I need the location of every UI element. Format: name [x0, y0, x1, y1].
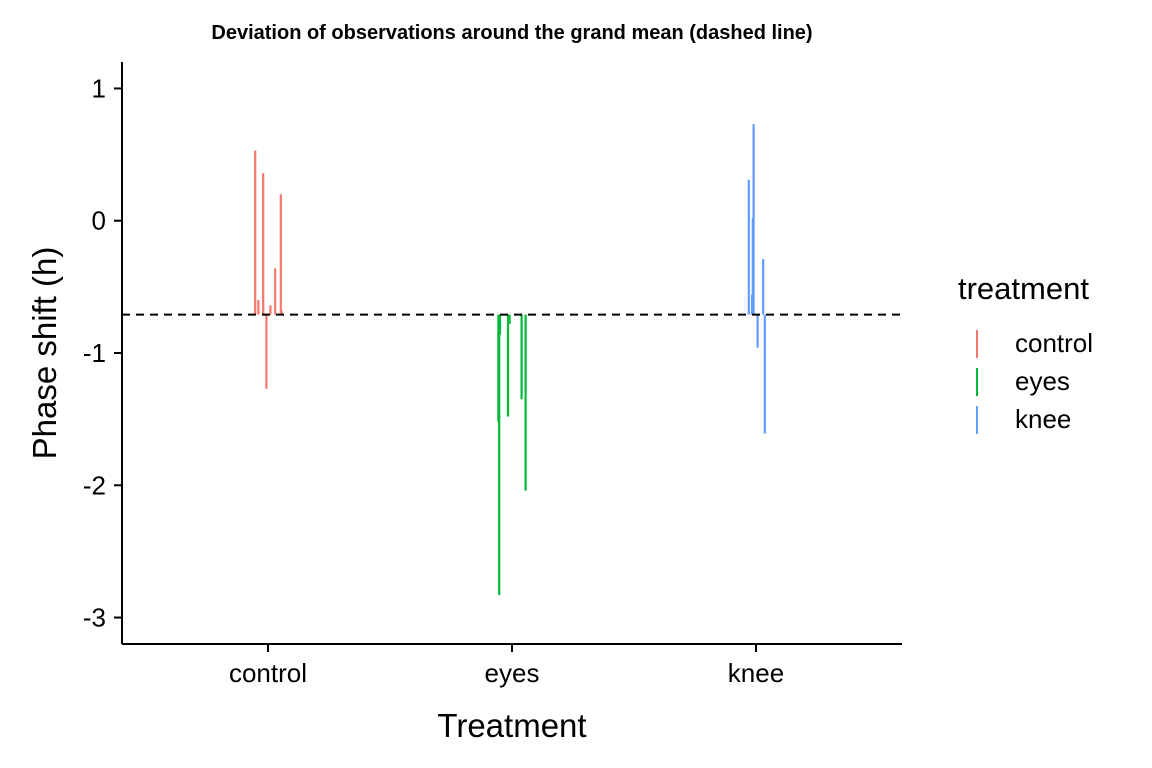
- legend-title: treatment: [958, 271, 1089, 306]
- x-tick-label-knee: knee: [728, 658, 784, 688]
- x-axis-label: Treatment: [437, 707, 586, 744]
- chart-title: Deviation of observations around the gra…: [211, 22, 812, 44]
- y-tick-label: 0: [92, 206, 106, 236]
- y-tick-label: -3: [83, 603, 106, 633]
- y-tick-label: -2: [83, 470, 106, 500]
- legend-label-knee: knee: [1015, 404, 1071, 434]
- y-tick-label: -1: [83, 338, 106, 368]
- legend-label-control: control: [1015, 328, 1093, 358]
- plot-area: 1 0 -1 -2 -3 control eyes knee: [83, 62, 902, 688]
- y-axis-label: Phase shift (h): [26, 247, 63, 460]
- x-tick-label-control: control: [229, 658, 307, 688]
- legend: treatment control eyes knee: [958, 271, 1093, 434]
- x-tick-label-eyes: eyes: [485, 658, 540, 688]
- legend-label-eyes: eyes: [1015, 366, 1070, 396]
- y-tick-label: 1: [92, 73, 106, 103]
